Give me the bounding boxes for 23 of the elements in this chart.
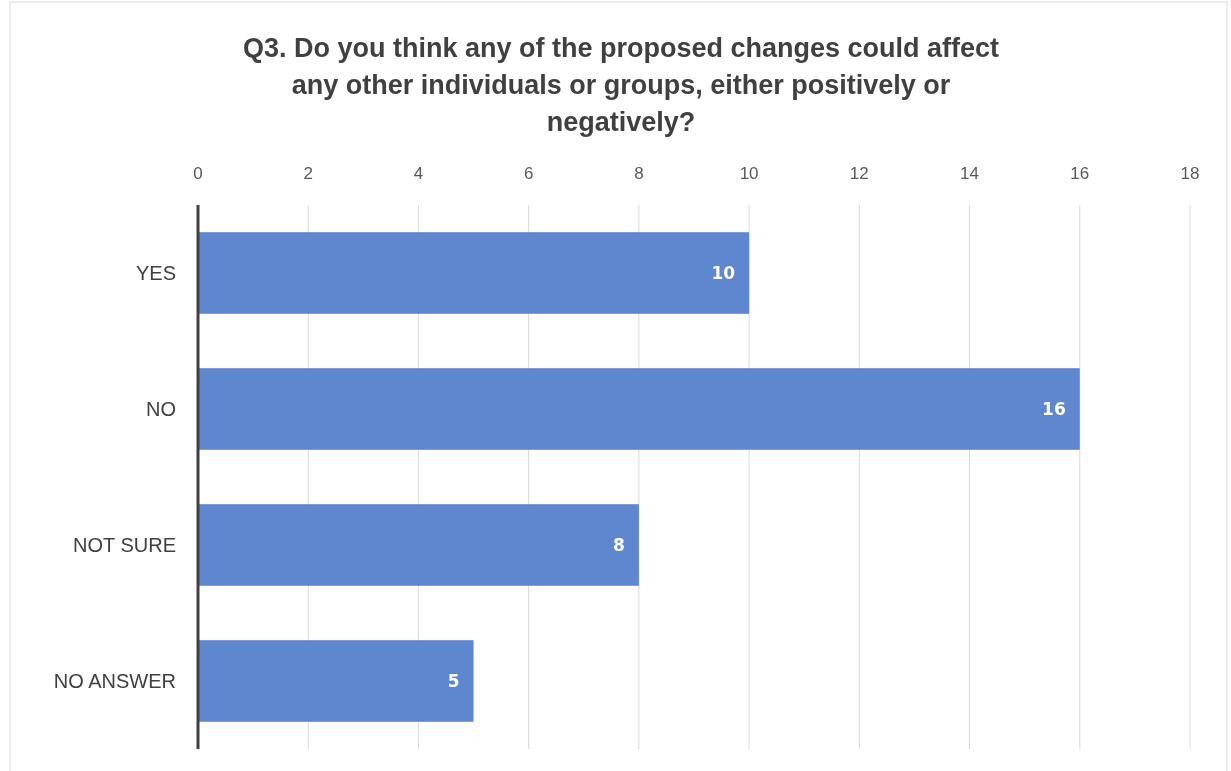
data-label: 10 [711,263,736,283]
y-tick-label: NOT SURE [73,534,176,556]
x-tick-label: 8 [634,164,644,183]
bar [198,504,639,586]
bar [198,368,1080,450]
x-tick-label: 18 [1180,164,1200,183]
data-label: 8 [613,535,625,555]
bar [198,232,750,314]
data-label: 5 [447,671,460,691]
y-tick-label: NO [146,398,176,420]
data-label: 16 [1042,399,1066,419]
x-tick-label: 12 [849,164,869,183]
x-tick-label: 4 [413,164,424,183]
y-tick-label: YES [135,262,176,284]
x-tick-label: 14 [960,164,980,183]
chart-title: Q3. Do you think any of the proposed changes could affect any other individuals or groups, either positively or negatively? [242,33,1000,137]
x-tick-label: 10 [739,164,759,183]
x-tick-label: 6 [523,164,534,183]
bar [198,640,474,722]
x-tick-label: 16 [1070,164,1090,183]
y-tick-label: NO ANSWER [53,670,176,692]
x-tick-label: 0 [193,164,203,183]
x-tick-label: 2 [303,164,313,183]
